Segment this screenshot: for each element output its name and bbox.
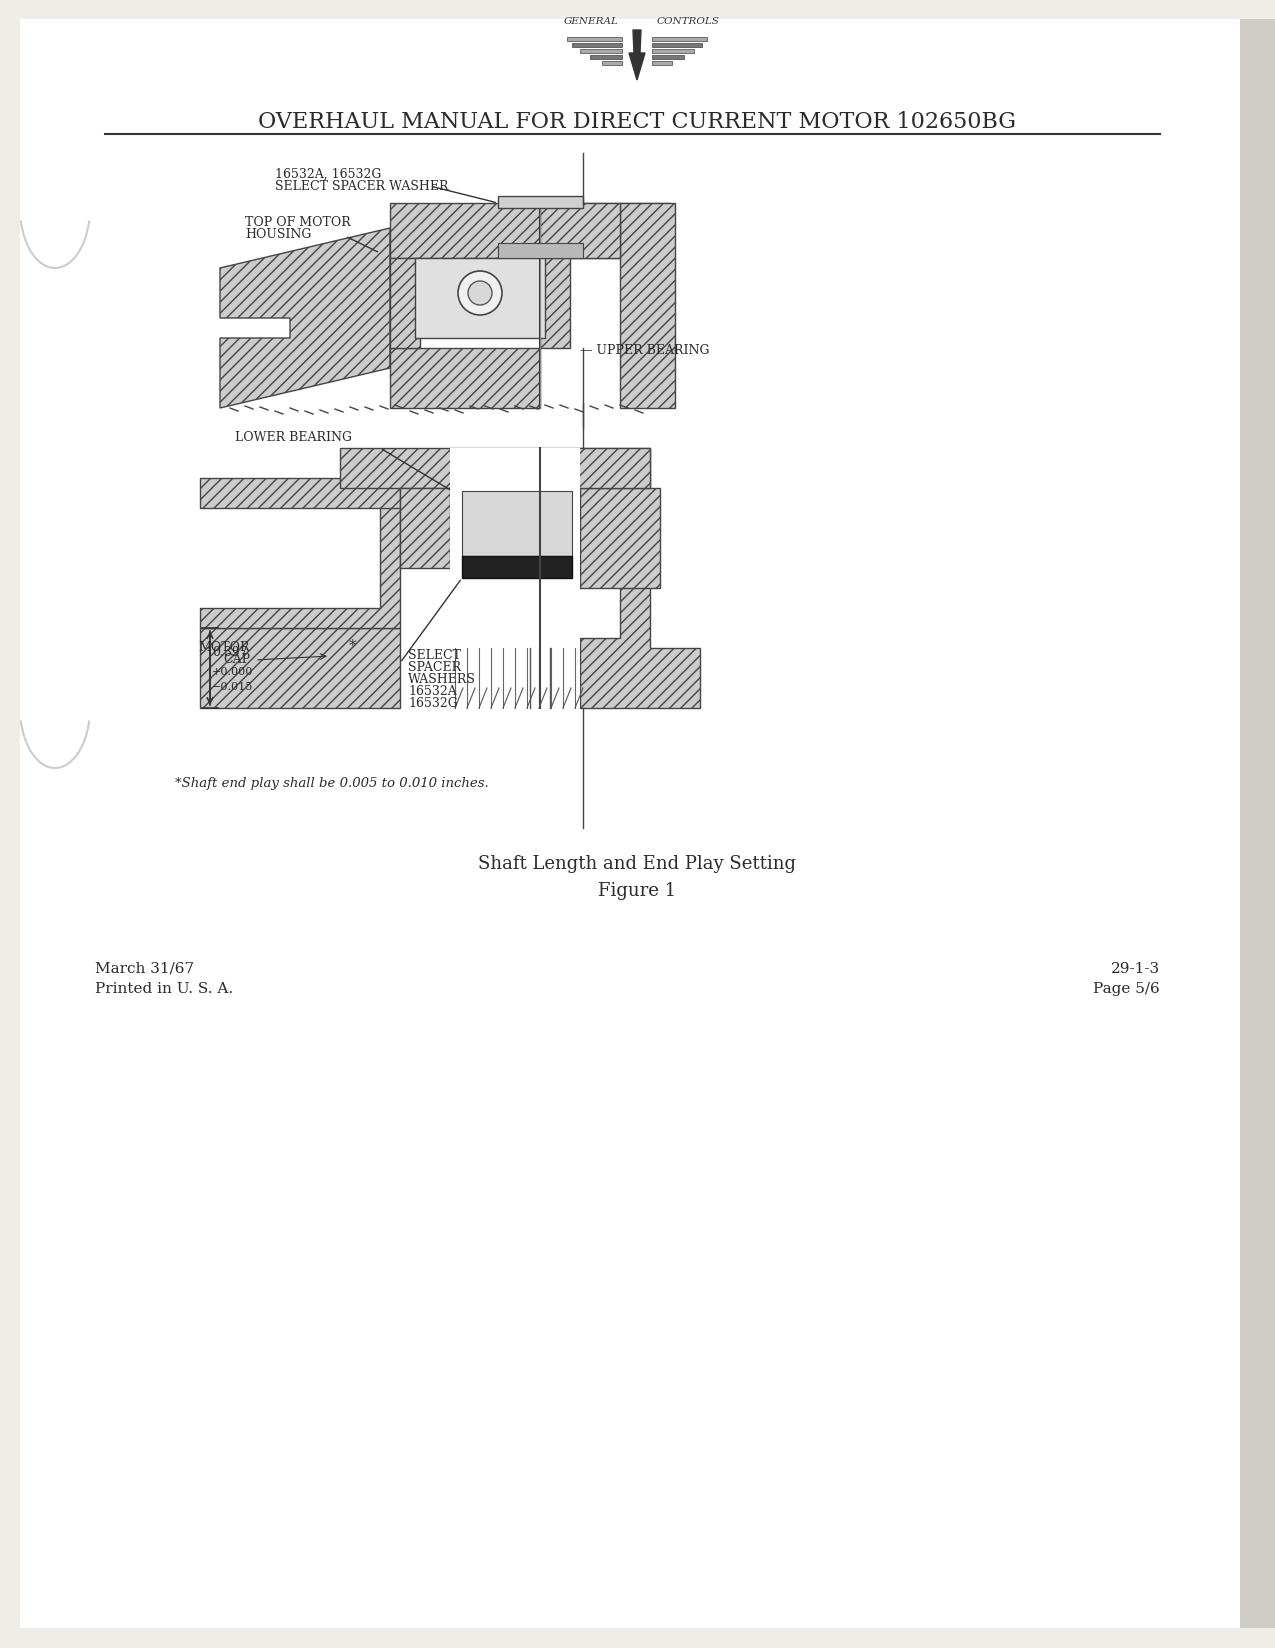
Text: 16532A, 16532G: 16532A, 16532G — [275, 168, 381, 181]
Text: CAP: CAP — [223, 653, 250, 666]
Bar — [572, 44, 622, 48]
Text: 16532A: 16532A — [408, 684, 456, 697]
Polygon shape — [200, 489, 400, 628]
Text: *Shaft end play shall be 0.005 to 0.010 inches.: *Shaft end play shall be 0.005 to 0.010 … — [175, 776, 488, 789]
Text: SPACER: SPACER — [408, 661, 462, 674]
Bar — [390, 204, 669, 259]
Bar — [652, 56, 683, 59]
Bar — [390, 349, 541, 409]
Text: CONTROLS: CONTROLS — [657, 16, 720, 26]
Text: HOUSING: HOUSING — [245, 227, 311, 241]
Bar — [520, 448, 650, 489]
Circle shape — [468, 282, 492, 307]
Bar — [620, 204, 674, 409]
Bar — [200, 628, 400, 709]
Text: *: * — [349, 639, 357, 653]
Bar — [450, 448, 580, 709]
Text: MOTOR: MOTOR — [199, 641, 250, 654]
Bar — [567, 38, 622, 41]
Bar — [340, 448, 520, 489]
Text: March 31/67: March 31/67 — [96, 961, 194, 976]
Bar — [390, 259, 419, 349]
Bar — [541, 204, 620, 259]
Bar — [499, 196, 583, 209]
Polygon shape — [629, 31, 645, 81]
Bar — [1241, 20, 1275, 1628]
Text: LOWER BEARING: LOWER BEARING — [235, 430, 352, 443]
Text: Page 5/6: Page 5/6 — [1093, 982, 1160, 995]
Text: SELECT SPACER WASHER: SELECT SPACER WASHER — [275, 180, 449, 193]
Text: Printed in U. S. A.: Printed in U. S. A. — [96, 982, 233, 995]
Text: −0.015: −0.015 — [212, 682, 254, 692]
Text: 0.397: 0.397 — [212, 646, 247, 659]
Bar — [499, 244, 583, 259]
Text: +0.000: +0.000 — [212, 666, 254, 677]
Text: GENERAL: GENERAL — [564, 16, 618, 26]
Bar — [414, 259, 544, 339]
Bar — [602, 63, 622, 66]
Bar — [652, 44, 703, 48]
Text: 29-1-3: 29-1-3 — [1111, 961, 1160, 976]
Text: Shaft Length and End Play Setting: Shaft Length and End Play Setting — [478, 854, 796, 872]
Bar — [590, 56, 622, 59]
FancyBboxPatch shape — [20, 20, 1255, 1628]
Circle shape — [458, 272, 502, 316]
Bar — [580, 489, 660, 588]
Bar — [541, 259, 570, 349]
Bar — [652, 63, 672, 66]
Bar — [580, 49, 622, 54]
Bar — [200, 478, 400, 509]
Text: WASHERS: WASHERS — [408, 672, 476, 686]
Bar — [400, 489, 450, 569]
Text: 16532G: 16532G — [408, 697, 458, 710]
Bar — [652, 49, 694, 54]
Text: TOP OF MOTOR: TOP OF MOTOR — [245, 216, 351, 229]
Bar — [462, 557, 572, 578]
Text: Figure 1: Figure 1 — [598, 882, 676, 900]
Text: — UPPER BEARING: — UPPER BEARING — [580, 344, 709, 358]
Text: OVERHAUL MANUAL FOR DIRECT CURRENT MOTOR 102650BG: OVERHAUL MANUAL FOR DIRECT CURRENT MOTOR… — [258, 110, 1016, 133]
Polygon shape — [221, 229, 390, 409]
Text: SELECT: SELECT — [408, 649, 462, 661]
Bar — [652, 38, 708, 41]
Polygon shape — [580, 448, 700, 709]
Bar — [462, 491, 572, 557]
